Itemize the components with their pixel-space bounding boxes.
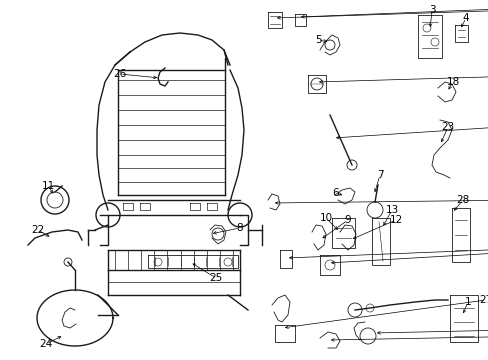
Text: 12: 12	[388, 215, 402, 225]
Text: 18: 18	[446, 77, 459, 87]
Text: 6: 6	[332, 188, 339, 198]
Text: 10: 10	[319, 213, 332, 223]
Text: 23: 23	[441, 122, 454, 132]
Text: 22: 22	[31, 225, 44, 235]
Text: 8: 8	[236, 223, 243, 233]
Text: 9: 9	[344, 215, 350, 225]
Text: 4: 4	[462, 13, 468, 23]
Text: 26: 26	[113, 69, 126, 79]
Text: 1: 1	[464, 297, 470, 307]
Text: 24: 24	[40, 339, 53, 349]
Text: 7: 7	[376, 170, 383, 180]
Text: 25: 25	[209, 273, 222, 283]
Text: 13: 13	[385, 205, 398, 215]
Text: 5: 5	[314, 35, 321, 45]
Text: 28: 28	[455, 195, 468, 205]
Text: 27: 27	[478, 295, 488, 305]
Text: 3: 3	[428, 5, 434, 15]
Text: 11: 11	[41, 181, 55, 191]
